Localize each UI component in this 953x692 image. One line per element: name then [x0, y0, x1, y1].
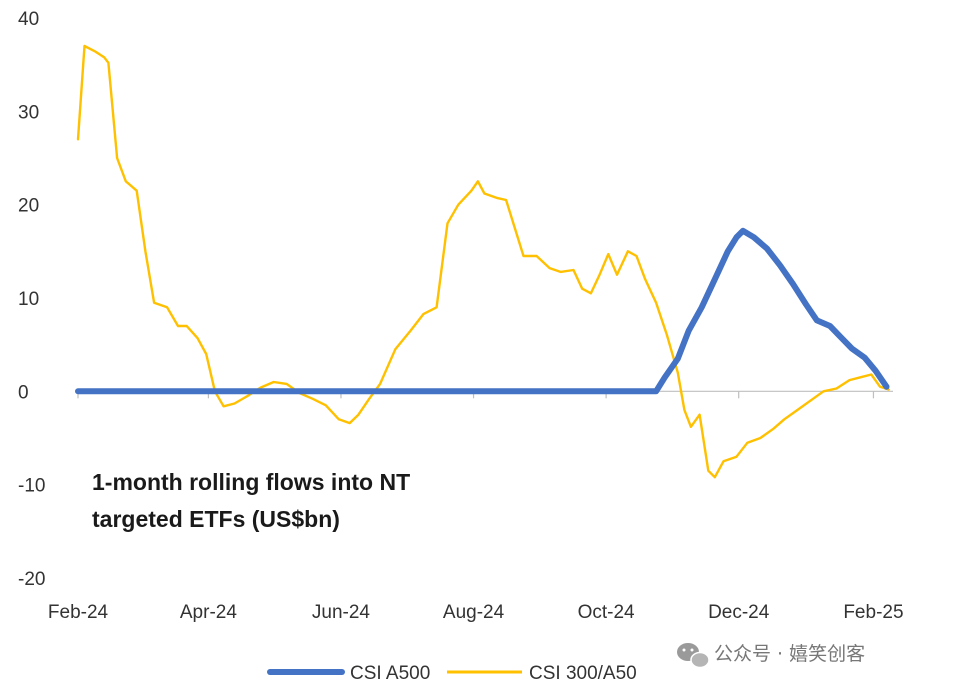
- y-tick-label-30: 30: [18, 102, 39, 123]
- watermark: 公众号 · 嬉笑创客: [677, 643, 865, 669]
- y-tick-label-10: -10: [18, 476, 45, 497]
- y-tick-label-10: 10: [18, 289, 39, 310]
- y-tick-label-40: 40: [18, 9, 39, 30]
- x-tick-label-feb-25: Feb-25: [843, 602, 903, 623]
- x-tick-label-oct-24: Oct-24: [578, 602, 635, 623]
- y-axis: 40 30 20 10 0 -10 -20: [18, 9, 45, 590]
- series-line-csi-300-a50: [76, 44, 890, 479]
- x-tick-label-dec-24: Dec-24: [708, 602, 770, 623]
- x-tick-label-feb-24: Feb-24: [48, 602, 109, 623]
- legend-label-csi-a500: CSI A500: [350, 663, 430, 684]
- chart-annotation-line-1: 1-month rolling flows into NT: [92, 469, 410, 495]
- x-tick-label-jun-24: Jun-24: [312, 602, 371, 623]
- x-tick-label-apr-24: Apr-24: [180, 602, 237, 623]
- x-tick-label-aug-24: Aug-24: [443, 602, 505, 623]
- wechat-icon: [677, 643, 710, 669]
- y-tick-label-0: 0: [18, 382, 29, 403]
- watermark-text: 公众号 · 嬉笑创客: [714, 643, 865, 665]
- legend-label-csi-300-a50: CSI 300/A50: [529, 663, 637, 684]
- legend: CSI A500 CSI 300/A50: [267, 663, 637, 684]
- y-tick-label-20: 20: [18, 196, 39, 217]
- y-tick-label-20: -20: [18, 569, 45, 590]
- chart-annotation-line-2: targeted ETFs (US$bn): [92, 506, 340, 532]
- series-layer: [75, 44, 890, 479]
- x-axis: Feb-24 Apr-24 Jun-24 Aug-24 Oct-24 Dec-24 Feb-…: [48, 390, 904, 623]
- series-line-csi-a500: [75, 227, 890, 395]
